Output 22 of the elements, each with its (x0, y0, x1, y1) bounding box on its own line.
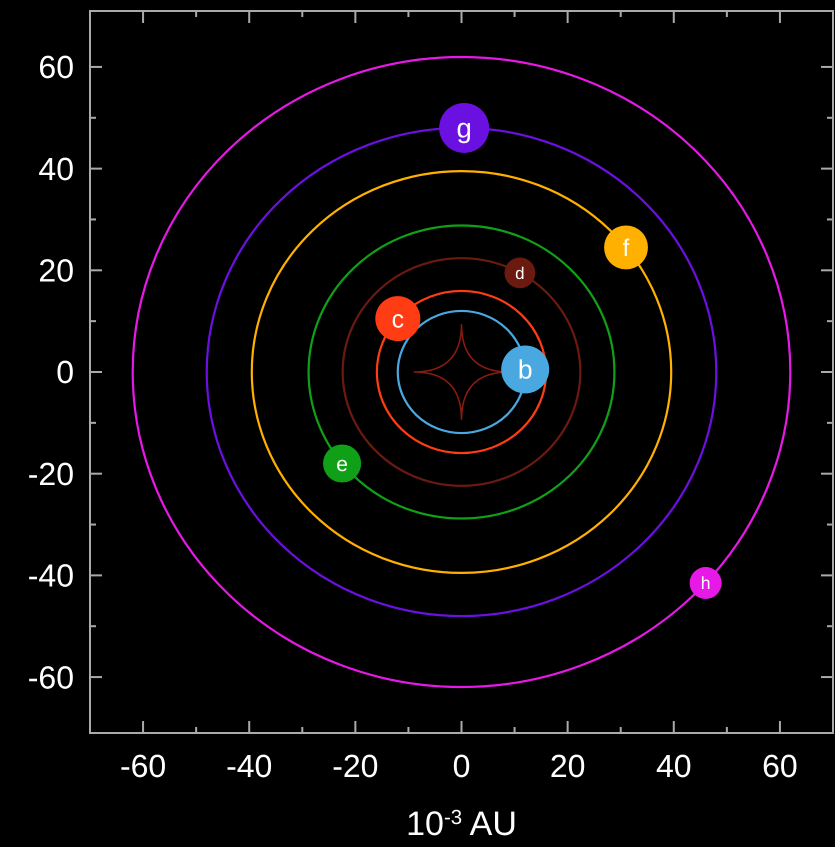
y-tick-label: 0 (56, 354, 74, 390)
x-tick-label: -40 (226, 748, 272, 784)
x-axis-title: 10$^{-3}$ AU (406, 805, 517, 843)
x-tick-label: -60 (120, 748, 166, 784)
y-tick-label: 60 (38, 49, 74, 86)
series-label: h (700, 573, 711, 594)
series-label: b (518, 354, 533, 385)
x-tick-label: 0 (452, 748, 470, 784)
y-tick-label: 20 (38, 252, 74, 289)
y-tick-label: -60 (28, 659, 74, 696)
series-label: f (622, 234, 630, 262)
series-label: g (456, 112, 472, 144)
x-tick-label: -20 (332, 748, 378, 784)
y-tick-label: -40 (28, 558, 74, 594)
x-tick-label: 40 (656, 748, 692, 784)
series-label: c (392, 306, 404, 334)
y-tick-label: -20 (28, 456, 74, 492)
x-tick-label: 20 (550, 748, 586, 784)
x-tick-label: 60 (762, 748, 798, 784)
y-tick-label: 40 (38, 150, 74, 187)
series-label: e (336, 452, 348, 476)
series-label: d (515, 264, 525, 283)
